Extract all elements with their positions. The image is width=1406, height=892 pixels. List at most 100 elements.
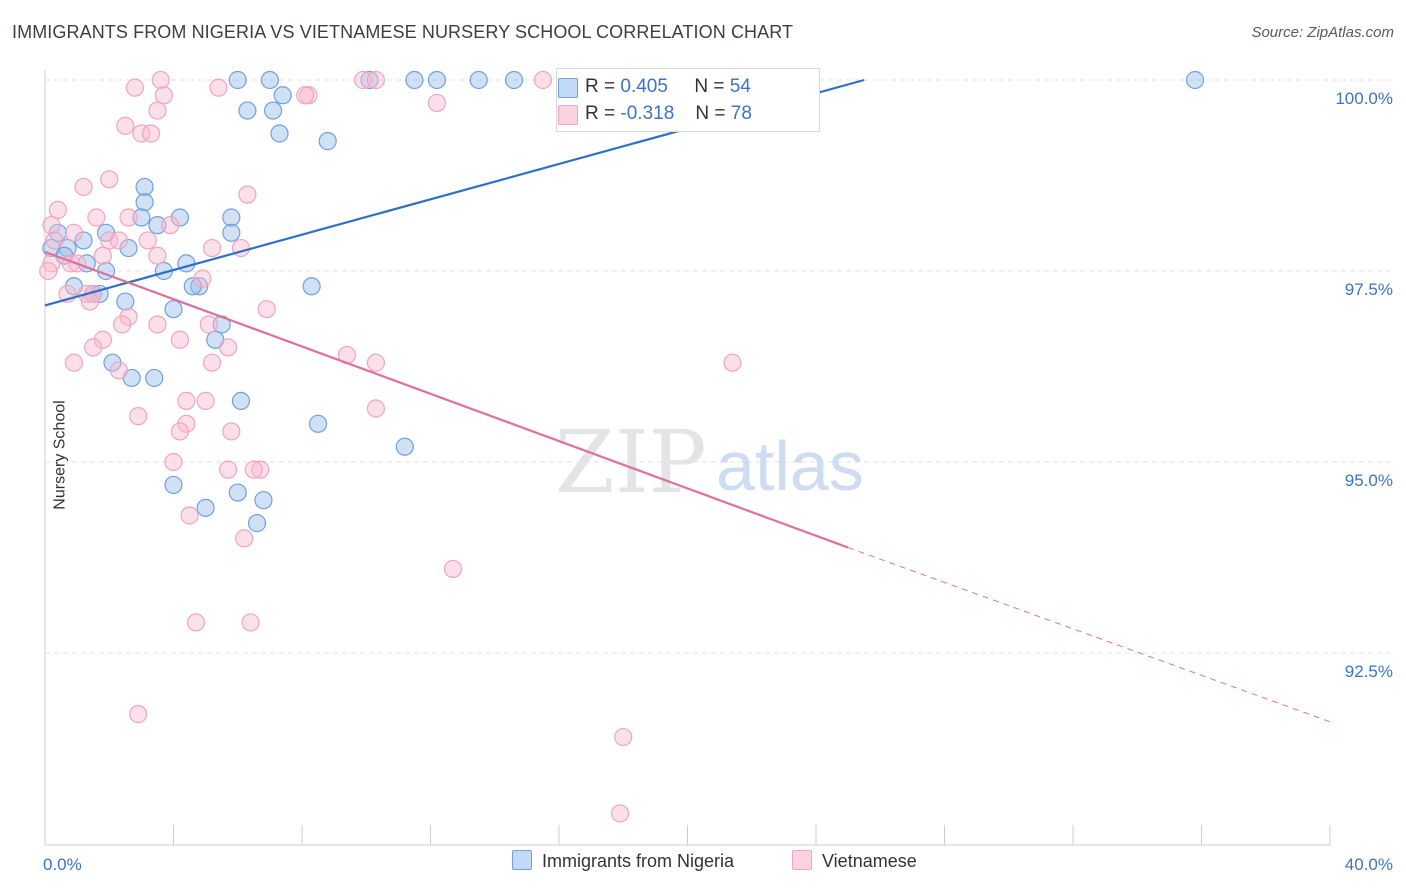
y-tick-label: 95.0% bbox=[1345, 471, 1393, 490]
vietnamese-point bbox=[42, 216, 61, 235]
vietnamese-point bbox=[533, 70, 553, 90]
nigeria-point bbox=[405, 70, 424, 90]
vietnamese-point bbox=[129, 705, 148, 724]
y-tick-label: 97.5% bbox=[1345, 280, 1393, 299]
vietnamese-point bbox=[177, 414, 196, 433]
vietnamese-point bbox=[614, 727, 633, 747]
vietnamese-point bbox=[219, 460, 238, 479]
vietnamese-point bbox=[199, 315, 218, 334]
vietnamese-point bbox=[48, 200, 67, 219]
legend-r-value-vietnamese: -0.318 bbox=[620, 103, 675, 124]
nigeria-point bbox=[103, 353, 122, 372]
legend-r-label: R = bbox=[585, 103, 616, 124]
vietnamese-point bbox=[202, 353, 222, 372]
nigeria-point bbox=[318, 132, 337, 151]
vietnamese-point bbox=[202, 238, 222, 258]
vietnamese-point bbox=[161, 216, 180, 235]
nigeria-point bbox=[302, 277, 321, 296]
bottom-legend-swatch-nigeria bbox=[512, 850, 532, 870]
vietnamese-point bbox=[177, 391, 196, 410]
vietnamese-point bbox=[74, 177, 93, 197]
nigeria-point bbox=[273, 86, 292, 105]
vietnamese-point bbox=[125, 78, 145, 97]
vietnamese-point bbox=[170, 330, 190, 349]
nigeria-point bbox=[183, 277, 202, 296]
nigeria-point bbox=[254, 491, 273, 510]
nigeria-point bbox=[119, 238, 138, 258]
vietnamese-point bbox=[84, 338, 103, 357]
bottom-legend-swatch-vietnamese bbox=[792, 850, 812, 870]
vietnamese-point bbox=[148, 101, 167, 120]
gridlines bbox=[45, 79, 1392, 654]
vietnamese-point bbox=[193, 269, 212, 288]
nigeria-point bbox=[427, 70, 447, 90]
nigeria-point bbox=[247, 514, 267, 533]
vietnamese-point bbox=[244, 460, 263, 479]
legend-r-value-nigeria: 0.405 bbox=[620, 76, 668, 97]
trendline-vietnamese bbox=[44, 250, 849, 549]
legend-row-nigeria: R = 0.405 N = 54 bbox=[558, 76, 751, 98]
legend-n-label: N = bbox=[695, 103, 726, 124]
nigeria-point bbox=[145, 368, 164, 388]
vietnamese-point bbox=[138, 231, 157, 250]
legend-n-label: N = bbox=[694, 76, 725, 97]
nigeria-point bbox=[469, 70, 488, 90]
vietnamese-point bbox=[610, 804, 630, 823]
vietnamese-point bbox=[93, 246, 112, 265]
nigeria-point bbox=[135, 177, 154, 197]
vietnamese-point bbox=[64, 223, 84, 242]
watermark-atlas: atlas bbox=[716, 427, 864, 505]
nigeria-point bbox=[135, 193, 154, 212]
legend-swatch-nigeria bbox=[558, 78, 578, 98]
nigeria-point bbox=[164, 300, 183, 319]
vietnamese-point bbox=[353, 70, 373, 90]
vietnamese-point bbox=[109, 361, 128, 380]
legend-n-value-vietnamese: 78 bbox=[730, 103, 752, 124]
nigeria-point bbox=[222, 208, 241, 227]
vietnamese-point bbox=[39, 261, 58, 281]
nigeria-point bbox=[228, 483, 247, 502]
vietnamese-point bbox=[219, 338, 238, 357]
nigeria-point bbox=[395, 437, 414, 456]
nigeria-point bbox=[222, 223, 241, 242]
vietnamese-point bbox=[100, 231, 119, 250]
nigeria-point bbox=[231, 391, 251, 410]
vietnamese-point bbox=[366, 70, 385, 90]
nigeria-point bbox=[196, 498, 215, 517]
vietnamese-point bbox=[186, 613, 206, 632]
y-tick-label: 92.5% bbox=[1345, 662, 1393, 681]
nigeria-point bbox=[1185, 70, 1205, 90]
legend-row-vietnamese: R = -0.318 N = 78 bbox=[558, 103, 752, 125]
x-tick-labels: 0.0% 40.0% bbox=[43, 855, 1393, 874]
x-tick-label: 40.0% bbox=[1345, 855, 1393, 874]
bottom-legend-label-vietnamese: Vietnamese bbox=[822, 851, 917, 871]
vietnamese-point bbox=[151, 70, 170, 90]
nigeria-point bbox=[116, 292, 135, 311]
vietnamese-point bbox=[164, 452, 183, 472]
vietnamese-point bbox=[109, 231, 128, 250]
y-tick-labels: 92.5% 95.0% 97.5% 100.0% bbox=[1335, 89, 1393, 681]
vietnamese-point bbox=[141, 124, 161, 143]
nigeria-point bbox=[238, 101, 257, 120]
vietnamese-point bbox=[235, 529, 254, 548]
watermark-zip: ZIP bbox=[555, 413, 707, 513]
x-tick-label: 0.0% bbox=[43, 855, 82, 874]
legend-swatch-vietnamese bbox=[558, 105, 578, 125]
vietnamese-point bbox=[427, 93, 447, 113]
legend-r-label: R = bbox=[585, 76, 616, 97]
vietnamese-point bbox=[222, 422, 241, 441]
vietnamese-point bbox=[64, 353, 84, 372]
vietnamese-point bbox=[180, 506, 199, 525]
axes bbox=[44, 70, 1331, 846]
vietnamese-point bbox=[238, 185, 257, 204]
legend-n-value-nigeria: 54 bbox=[729, 76, 751, 97]
vietnamese-point bbox=[209, 78, 228, 97]
bottom-legend-vietnamese: Vietnamese bbox=[792, 850, 917, 872]
vietnamese-point bbox=[251, 460, 270, 479]
vietnamese-point bbox=[112, 315, 132, 334]
legend-box: R = 0.405 N = 54 R = -0.318 N = 78 bbox=[556, 68, 820, 132]
nigeria-point bbox=[260, 70, 279, 90]
nigeria-point bbox=[360, 70, 379, 90]
nigeria-point bbox=[177, 254, 196, 273]
trendline-vietnamese-extension bbox=[847, 547, 1331, 723]
